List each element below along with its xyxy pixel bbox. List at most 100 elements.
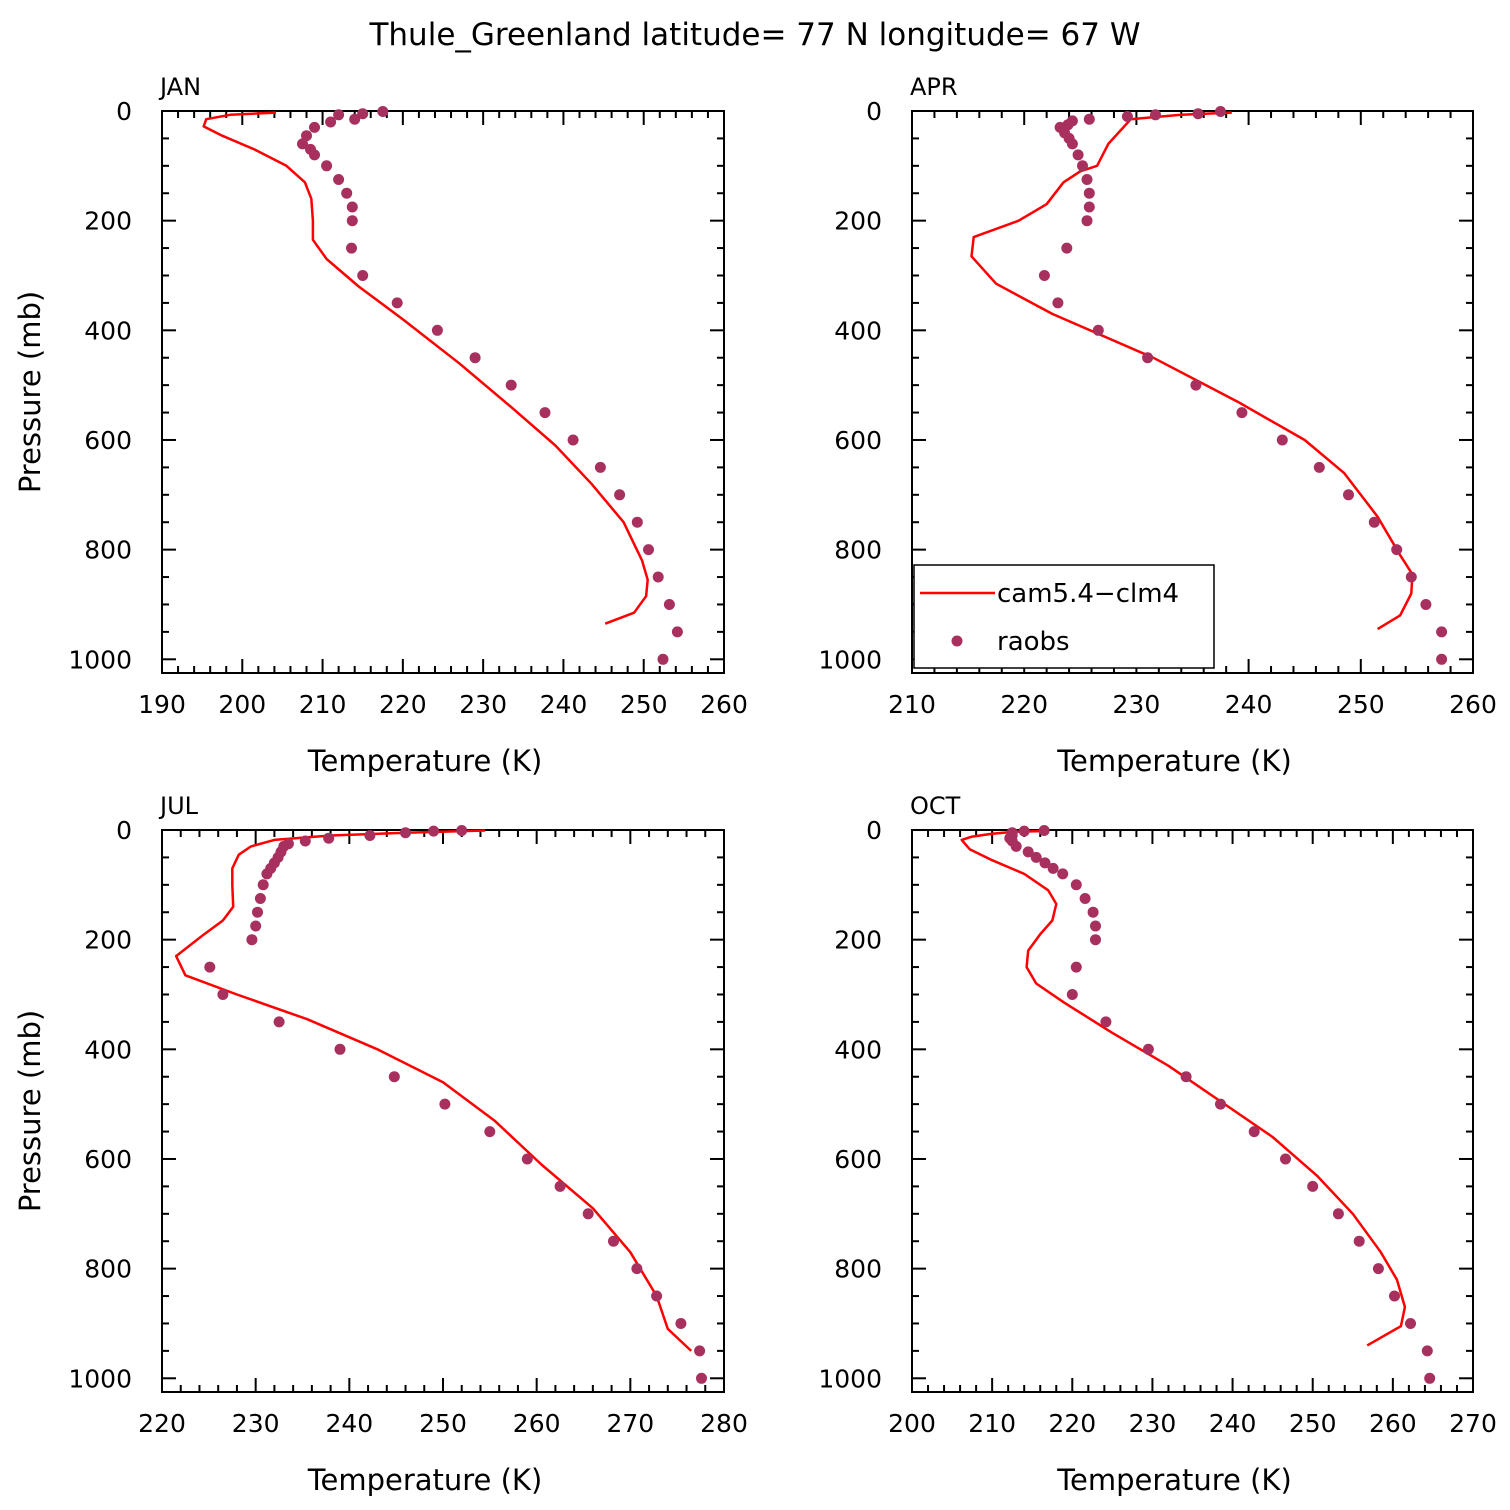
raobs-point [1421,1345,1433,1357]
x-tick-label: 240 [540,690,588,719]
y-tick-label: 200 [834,926,882,955]
raobs-point [1018,825,1030,837]
raobs-point [1079,893,1091,904]
raobs-point [1215,106,1226,117]
y-tick-label: 1000 [818,645,882,674]
raobs-point [250,920,262,932]
raobs-point [1081,215,1093,227]
raobs-point [391,297,403,309]
model-line [174,829,693,1352]
raobs-point [469,352,481,364]
raobs-point [357,270,369,281]
y-tick-label: 800 [834,536,882,565]
x-tick-label: 260 [1449,690,1497,719]
raobs-point [505,379,517,391]
x-tick-label: 250 [620,690,668,719]
raobs-point [1424,1372,1436,1384]
raobs-point [1280,1153,1291,1165]
raobs-point [594,461,606,473]
raobs-point [1092,324,1104,336]
y-tick-label: 0 [866,97,882,126]
raobs-point [1192,108,1204,120]
raobs-point [334,1043,346,1055]
raobs-point [696,1372,707,1384]
raobs-point [1090,920,1101,932]
raobs-point [349,113,361,125]
raobs-point [1090,934,1101,946]
x-tick-label: 220 [138,1409,186,1438]
x-tick-label: 230 [1129,1409,1177,1438]
y-tick-label: 1000 [68,645,132,674]
y-axis-label: Pressure (mb) [13,291,47,493]
x-tick-label: 270 [1449,1409,1497,1438]
y-tick-label: 0 [866,816,882,845]
y-tick-label: 200 [84,207,132,236]
raobs-point [521,1153,533,1165]
panel-apr: 210 220 230 240 250 260 0 200 400 600 800 1000 Tempe… [818,73,1496,778]
raobs-point [1072,149,1084,161]
panel-label-jan: JAN [158,73,201,101]
legend-box [913,564,1215,669]
raobs-point [261,868,273,880]
raobs-point [323,832,335,844]
y-tick-label: 1000 [818,1364,882,1393]
y-tick-label: 800 [84,1255,132,1284]
panel-label-oct: OCT [910,792,961,820]
figure-title: Thule_Greenland latitude= 77 N longitude… [368,17,1140,53]
y-tick-label: 800 [84,536,132,565]
x-tick-label: 260 [1369,1409,1417,1438]
y-tick-label: 200 [834,207,882,236]
x-tick-label: 270 [606,1409,654,1438]
raobs-point [254,893,266,904]
x-tick-label: 200 [218,690,266,719]
raobs-point [1436,653,1448,665]
raobs-point [431,324,443,336]
raobs-point [309,149,320,161]
raobs-point [1047,862,1059,874]
raobs-point [614,489,626,501]
x-tick-label: 200 [888,1409,936,1438]
raobs-point [1142,352,1154,364]
x-tick-label: 210 [888,690,936,719]
y-tick-label: 400 [84,316,132,345]
raobs-point [652,571,664,583]
x-tick-label: 250 [1289,1409,1337,1438]
x-tick-label: 260 [700,690,748,719]
raobs-point [1215,1098,1226,1110]
raobs-point [1061,242,1073,254]
x-tick-label: 230 [232,1409,280,1438]
raobs-point [1030,851,1042,863]
raobs-point [582,1208,594,1220]
raobs-point [217,989,229,1000]
raobs-point [346,215,358,227]
y-axis-label: Pressure (mb) [13,1010,47,1212]
raobs-point [346,242,357,254]
raobs-point [1083,201,1095,213]
raobs-point [341,187,353,199]
raobs-point [1405,571,1417,583]
raobs-point [1389,1290,1400,1302]
raobs-point [567,434,579,446]
raobs-point [377,106,389,117]
raobs-point [657,653,669,665]
raobs-point [1087,906,1099,918]
raobs-point [1436,626,1448,638]
y-tick-label: 600 [84,1145,132,1174]
y-tick-label: 600 [834,1145,882,1174]
raobs-point [1077,160,1088,172]
raobs-point [554,1180,566,1192]
raobs-point [643,544,654,556]
raobs-point [1070,961,1082,973]
raobs-point [1343,489,1354,501]
raobs-point [428,825,440,837]
raobs-point [333,109,345,121]
x-tick-label: 220 [379,690,427,719]
x-axis-label: Temperature (K) [1056,744,1292,778]
raobs-point [1353,1235,1365,1247]
legend-raobs-swatch [951,635,963,647]
raobs-point [1081,174,1093,185]
x-tick-label: 230 [1113,690,1161,719]
raobs-point [273,1016,285,1028]
raobs-point [1022,846,1034,858]
